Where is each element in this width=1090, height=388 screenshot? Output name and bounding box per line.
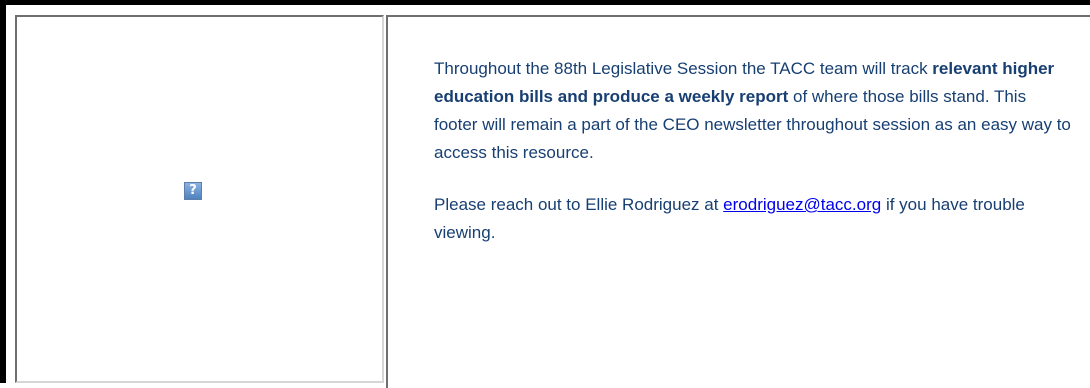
contact-intro-text: Please reach out to Ellie Rodriguez at bbox=[434, 195, 724, 214]
contact-paragraph: Please reach out to Ellie Rodriguez at e… bbox=[434, 191, 1074, 247]
session-intro-text: Throughout the 88th Legislative Session … bbox=[434, 59, 933, 78]
session-rest-text: of where those bills stand. This footer … bbox=[434, 87, 1071, 162]
session-paragraph: Throughout the 88th Legislative Session … bbox=[434, 55, 1074, 167]
bold-highlight-text: relevant higher education bills and prod… bbox=[434, 59, 1055, 106]
footer-content: Throughout the 88th Legislative Session … bbox=[434, 55, 1074, 271]
contact-email-link[interactable]: erodriguez@tacc.org bbox=[723, 195, 882, 214]
text-cell: Throughout the 88th Legislative Session … bbox=[386, 15, 1090, 388]
contact-rest-text: if you have trouble viewing. bbox=[434, 195, 1025, 242]
question-mark-icon: ? bbox=[184, 182, 202, 200]
image-cell: ? bbox=[15, 15, 384, 383]
